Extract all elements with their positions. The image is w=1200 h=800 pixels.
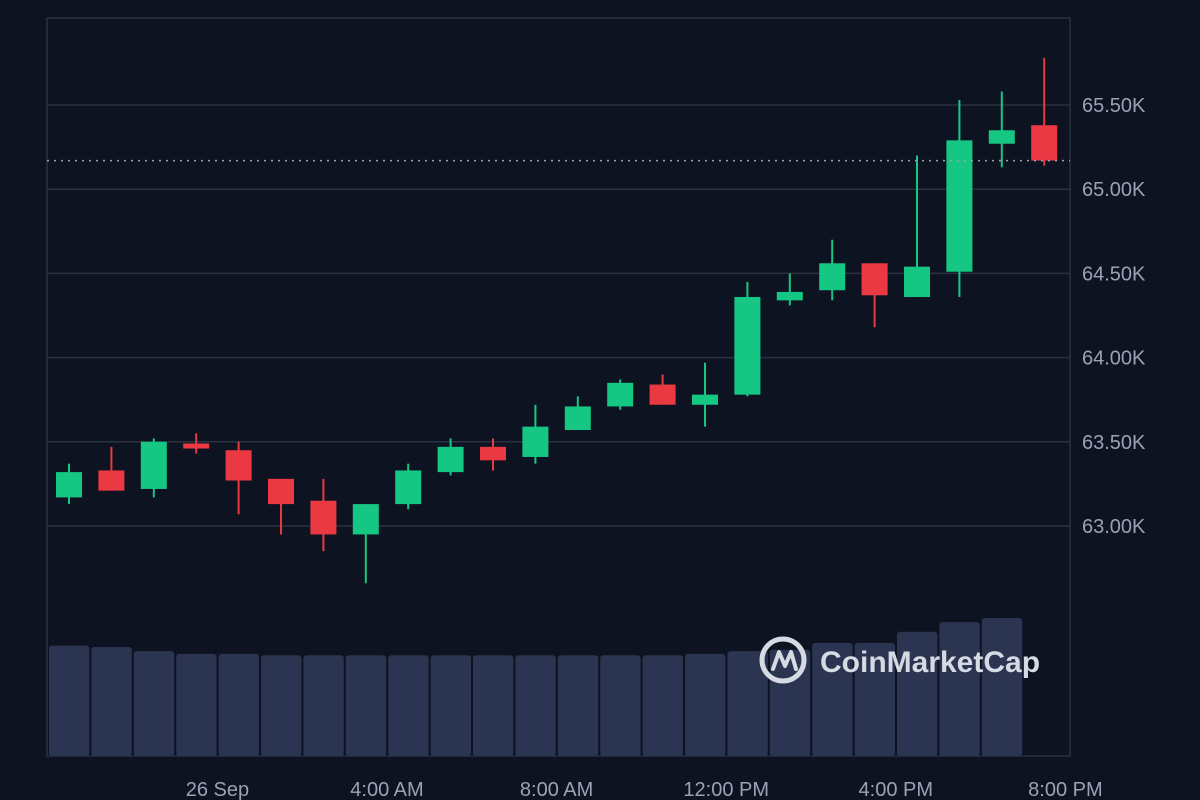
- candle-body: [692, 394, 718, 405]
- candle-body: [98, 470, 125, 491]
- candle-up: [56, 463, 82, 505]
- volume-bar: [685, 653, 726, 756]
- candle-down: [1031, 57, 1058, 166]
- volume-bar: [261, 655, 302, 756]
- candle-body: [946, 140, 973, 272]
- candle-up: [437, 438, 464, 476]
- y-tick-label: 64.00K: [1082, 348, 1146, 370]
- x-tick-label: 8:00 PM: [1028, 779, 1102, 800]
- candle-up: [734, 281, 761, 397]
- candle-body: [437, 446, 464, 473]
- candle-body: [480, 446, 506, 461]
- volume-bar: [176, 653, 217, 756]
- y-tick-label: 63.50K: [1082, 432, 1146, 454]
- candle-up: [352, 504, 379, 584]
- candle-down: [183, 433, 210, 454]
- candle-down: [649, 374, 676, 405]
- volume-bar: [133, 651, 175, 756]
- candle-body: [649, 384, 676, 405]
- x-tick-label: 12:00 PM: [683, 779, 769, 800]
- candle-body: [395, 470, 422, 505]
- y-axis-labels: 63.00K 63.50K 64.00K 64.50K 65.00K 65.50K: [1082, 95, 1146, 538]
- x-axis-labels: 26 Sep 4:00 AM 8:00 AM 12:00 PM 4:00 PM 8:00 …: [186, 779, 1103, 800]
- y-tick-label: 64.50K: [1082, 263, 1146, 285]
- candle-body: [607, 382, 634, 407]
- y-tick-label: 63.00K: [1082, 516, 1146, 538]
- candle-body: [564, 406, 591, 431]
- candle-up: [904, 155, 930, 297]
- candle-body: [225, 450, 252, 481]
- candle-down: [98, 446, 125, 491]
- brand-name: CoinMarketCap: [820, 646, 1040, 679]
- candle-down: [480, 438, 506, 471]
- plot-frame: [46, 17, 1071, 757]
- volume-bar: [600, 655, 641, 756]
- candle-up: [522, 404, 549, 464]
- candle-body: [776, 291, 803, 301]
- volume-bar: [218, 653, 259, 756]
- volume-bar: [557, 655, 599, 756]
- volume-bars: [49, 618, 1023, 756]
- candle-body: [268, 478, 294, 505]
- candle-down: [310, 478, 337, 552]
- candle-down: [268, 478, 294, 535]
- volume-bar: [430, 655, 471, 756]
- candle-up: [946, 99, 973, 297]
- volume-bar: [473, 655, 514, 756]
- candle-body: [140, 441, 167, 489]
- candle-body: [988, 130, 1015, 144]
- volume-bar: [769, 649, 811, 756]
- volume-bar: [515, 655, 556, 756]
- x-tick-label: 26 Sep: [186, 779, 249, 800]
- candle-up: [140, 438, 167, 498]
- candle-up: [988, 91, 1015, 168]
- volume-bar: [345, 655, 387, 756]
- watermark: CoinMarketCap: [759, 636, 1040, 684]
- candle-body: [1031, 125, 1058, 161]
- volume-bar: [388, 655, 429, 756]
- candle-body: [352, 504, 379, 535]
- volume-bar: [727, 651, 768, 756]
- volume-bar: [897, 631, 938, 756]
- candle-body: [861, 263, 888, 296]
- x-tick-label: 8:00 AM: [520, 779, 593, 800]
- candle-body: [904, 266, 930, 297]
- volume-bar: [642, 655, 683, 756]
- y-tick-label: 65.50K: [1082, 95, 1146, 117]
- candle-up: [692, 362, 718, 427]
- volume-bar: [981, 618, 1023, 756]
- candles: [56, 57, 1058, 584]
- volume-bar: [303, 655, 344, 756]
- candle-up: [776, 273, 803, 306]
- grid-lines: [46, 17, 1071, 757]
- volume-bar: [854, 642, 895, 756]
- x-tick-label: 4:00 AM: [350, 779, 423, 800]
- candle-body: [734, 296, 761, 395]
- candle-up: [819, 239, 846, 301]
- volume-bar: [49, 645, 90, 756]
- candle-body: [522, 426, 549, 457]
- candle-down: [861, 263, 888, 328]
- candle-up: [395, 463, 422, 510]
- candle-body: [310, 500, 337, 535]
- candle-up: [564, 396, 591, 431]
- volume-bar: [939, 622, 980, 756]
- candle-body: [819, 263, 846, 291]
- x-tick-label: 4:00 PM: [859, 779, 933, 800]
- volume-bar: [812, 642, 853, 756]
- candle-body: [183, 443, 210, 449]
- candle-down: [225, 441, 252, 515]
- candle-up: [607, 379, 634, 410]
- coinmarketcap-logo-icon: [759, 636, 807, 684]
- y-tick-label: 65.00K: [1082, 179, 1146, 201]
- volume-bar: [91, 646, 132, 756]
- candle-body: [56, 472, 82, 498]
